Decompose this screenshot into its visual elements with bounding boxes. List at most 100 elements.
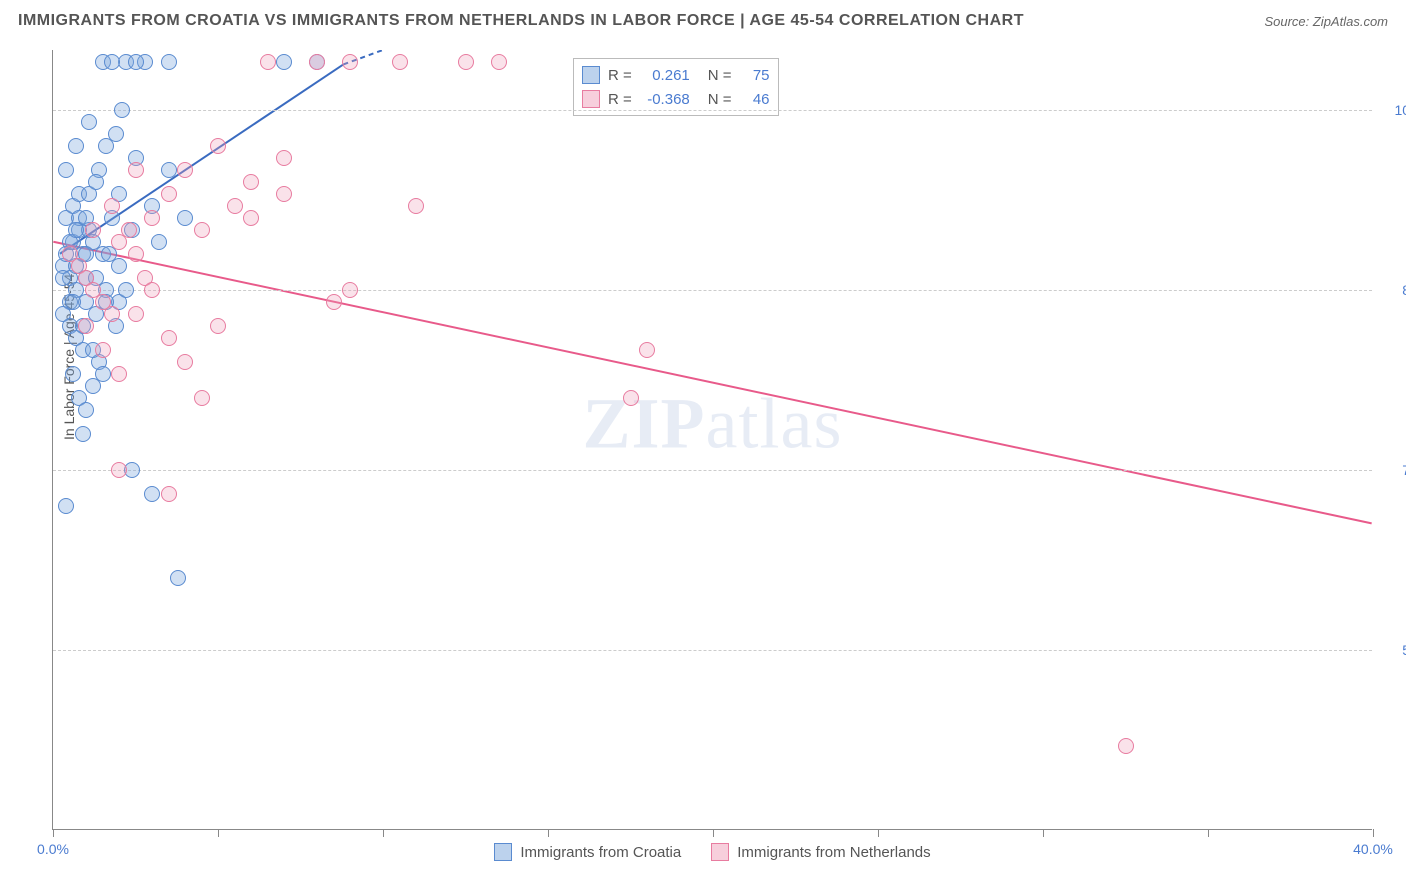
n-label: N = xyxy=(708,67,732,84)
data-point xyxy=(78,402,94,418)
x-tick xyxy=(548,829,549,837)
data-point xyxy=(144,486,160,502)
data-point xyxy=(95,342,111,358)
legend-swatch xyxy=(494,843,512,861)
data-point xyxy=(177,162,193,178)
data-point xyxy=(104,306,120,322)
gridline xyxy=(53,110,1372,111)
data-point xyxy=(98,138,114,154)
data-point xyxy=(177,354,193,370)
r-value: 0.261 xyxy=(640,67,690,84)
data-point xyxy=(243,210,259,226)
data-point xyxy=(1118,738,1134,754)
data-point xyxy=(342,282,358,298)
data-point xyxy=(408,198,424,214)
r-label: R = xyxy=(608,67,632,84)
data-point xyxy=(309,54,325,70)
x-tick xyxy=(53,829,54,837)
y-tick-label: 85.0% xyxy=(1382,282,1406,298)
legend-stat-row: R = -0.368 N = 46 xyxy=(582,87,770,111)
data-point xyxy=(194,222,210,238)
data-point xyxy=(177,210,193,226)
data-point xyxy=(392,54,408,70)
legend-series-item: Immigrants from Croatia xyxy=(494,843,681,861)
data-point xyxy=(111,366,127,382)
data-point xyxy=(75,426,91,442)
data-point xyxy=(68,138,84,154)
legend-stats: R = 0.261 N = 75 R = -0.368 N = 46 xyxy=(573,58,779,116)
watermark-atlas: atlas xyxy=(706,383,843,463)
data-point xyxy=(128,306,144,322)
data-point xyxy=(639,342,655,358)
gridline xyxy=(53,290,1372,291)
data-point xyxy=(104,54,120,70)
gridline xyxy=(53,650,1372,651)
n-value: 46 xyxy=(740,91,770,108)
data-point xyxy=(342,54,358,70)
data-point xyxy=(243,174,259,190)
y-tick-label: 100.0% xyxy=(1382,102,1406,118)
data-point xyxy=(128,162,144,178)
data-point xyxy=(194,390,210,406)
data-point xyxy=(58,162,74,178)
data-point xyxy=(118,282,134,298)
legend-series-label: Immigrants from Croatia xyxy=(520,844,681,861)
data-point xyxy=(104,198,120,214)
legend-series-item: Immigrants from Netherlands xyxy=(711,843,930,861)
data-point xyxy=(144,210,160,226)
data-point xyxy=(58,498,74,514)
legend-swatch xyxy=(711,843,729,861)
data-point xyxy=(68,222,84,238)
data-point xyxy=(65,294,81,310)
gridline xyxy=(53,470,1372,471)
data-point xyxy=(161,162,177,178)
data-point xyxy=(210,138,226,154)
r-value: -0.368 xyxy=(640,91,690,108)
data-point xyxy=(121,222,137,238)
x-tick xyxy=(383,829,384,837)
data-point xyxy=(326,294,342,310)
data-point xyxy=(151,234,167,250)
data-point xyxy=(55,270,71,286)
x-tick xyxy=(1373,829,1374,837)
x-tick-label: 0.0% xyxy=(37,841,69,857)
y-tick-label: 55.0% xyxy=(1382,642,1406,658)
data-point xyxy=(276,54,292,70)
data-point xyxy=(623,390,639,406)
chart-title: IMMIGRANTS FROM CROATIA VS IMMIGRANTS FR… xyxy=(18,12,1024,29)
data-point xyxy=(161,186,177,202)
legend-swatch xyxy=(582,66,600,84)
data-point xyxy=(78,318,94,334)
data-point xyxy=(260,54,276,70)
x-tick xyxy=(878,829,879,837)
legend-series-label: Immigrants from Netherlands xyxy=(737,844,930,861)
data-point xyxy=(491,54,507,70)
data-point xyxy=(114,102,130,118)
data-point xyxy=(128,54,144,70)
source-label: Source: ZipAtlas.com xyxy=(1264,14,1388,29)
data-point xyxy=(276,186,292,202)
data-point xyxy=(144,282,160,298)
n-label: N = xyxy=(708,91,732,108)
legend-stat-row: R = 0.261 N = 75 xyxy=(582,63,770,87)
data-point xyxy=(276,150,292,166)
r-label: R = xyxy=(608,91,632,108)
x-tick xyxy=(1043,829,1044,837)
data-point xyxy=(170,570,186,586)
data-point xyxy=(161,330,177,346)
x-tick-label: 40.0% xyxy=(1353,841,1393,857)
data-point xyxy=(227,198,243,214)
data-point xyxy=(161,486,177,502)
data-point xyxy=(210,318,226,334)
x-tick xyxy=(713,829,714,837)
data-point xyxy=(95,366,111,382)
y-tick-label: 70.0% xyxy=(1382,462,1406,478)
data-point xyxy=(458,54,474,70)
data-point xyxy=(161,54,177,70)
n-value: 75 xyxy=(740,67,770,84)
plot-area: In Labor Force | Age 45-54 ZIPatlas R =0… xyxy=(52,50,1372,830)
data-point xyxy=(111,462,127,478)
data-point xyxy=(85,222,101,238)
data-point xyxy=(65,366,81,382)
watermark: ZIPatlas xyxy=(583,382,843,465)
